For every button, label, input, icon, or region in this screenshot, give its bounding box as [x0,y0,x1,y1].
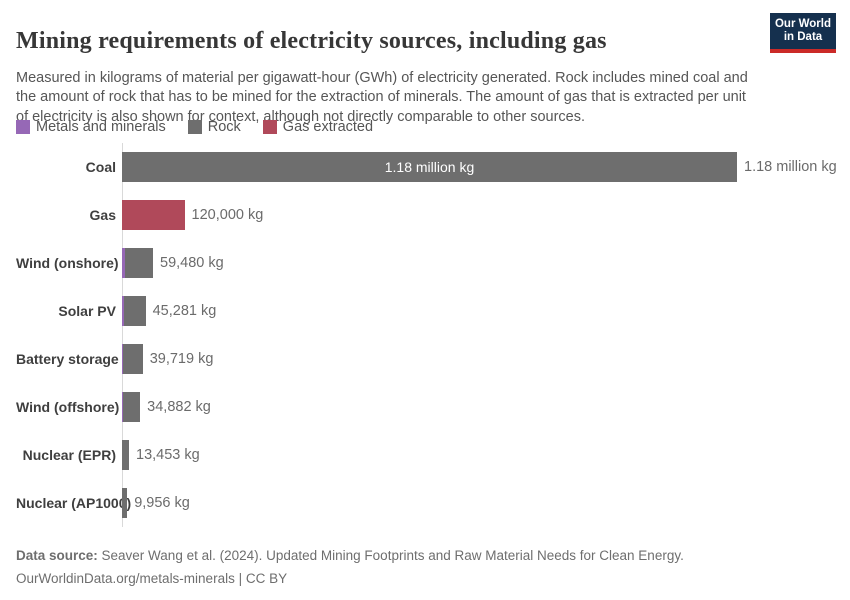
bar-zone: 39,719 kg [122,335,836,383]
chart-title: Mining requirements of electricity sourc… [16,28,607,55]
bar-value-label: 1.18 million kg [744,159,837,175]
segment-rock[interactable] [122,152,737,182]
category-label: Gas [89,207,116,223]
owid-logo-text: Our World in Data [770,13,836,49]
license-line: OurWorldinData.org/metals-minerals | CC … [16,570,288,586]
rock-swatch-icon [187,120,202,134]
owid-logo-stripe [770,49,836,53]
legend-label: Gas extracted [282,119,374,135]
bar-value-label: 13,453 kg [136,447,200,463]
chart-row-solar-pv: Solar PV 45,281 kg [16,287,836,335]
chart-row-battery-storage: Battery storage 39,719 kg [16,335,836,383]
category-label: Wind (onshore) [16,255,119,271]
bar-value-label: 120,000 kg [191,207,264,223]
gas-swatch-icon [262,120,277,134]
data-source-line: Data source: Seaver Wang et al. (2024). … [16,545,684,568]
bar-zone: 1.18 million kg 1.18 million kg [122,143,837,191]
owid-logo[interactable]: Our World in Data [770,13,836,53]
bar-value-label: 39,719 kg [149,351,214,367]
bar-wind-onshore[interactable] [122,248,153,278]
segment-rock[interactable] [123,296,146,326]
chart-subtitle: Measured in kilograms of material per gi… [16,69,748,125]
category-label: Nuclear (EPR) [22,447,116,463]
legend-item-metals[interactable]: Metals and minerals [16,119,166,135]
segment-rock[interactable] [122,488,128,518]
chart-row-nuclear-epr: Nuclear (EPR) 13,453 kg [16,431,836,479]
bar-coal[interactable]: 1.18 million kg [122,152,737,182]
chart-row-wind-offshore: Wind (offshore) 34,882 kg [16,383,836,431]
category-label: Solar PV [58,303,116,319]
chart-rows: Coal 1.18 million kg 1.18 million kg Gas 120… [16,143,837,527]
bar-value-label: 45,281 kg [152,303,217,319]
legend-label: Rock [207,119,241,135]
metals-swatch-icon [16,120,30,134]
legend-item-rock[interactable]: Rock [187,119,241,135]
data-source-label: Data source: [16,548,98,563]
legend-label: Metals and minerals [36,119,166,135]
segment-metals-and-minerals[interactable] [122,296,124,326]
bar-zone: 9,956 kg [122,479,836,527]
segment-gas-extracted[interactable] [122,200,185,230]
bar-battery-storage[interactable] [122,344,143,374]
segment-rock[interactable] [122,440,129,470]
segment-metals-and-minerals[interactable] [122,392,123,422]
segment-metals-and-minerals[interactable] [122,248,125,278]
bar-value-label: 34,882 kg [147,399,211,415]
segment-rock[interactable] [125,248,153,278]
bar-zone: 59,480 kg [122,239,836,287]
legend: Metals and minerals Rock Gas extracted [16,119,373,135]
chart-row-wind-onshore: Wind (onshore) 59,480 kg [16,239,836,287]
bar-nuclear-ap1000[interactable] [122,488,128,518]
legend-item-gas[interactable]: Gas extracted [262,119,374,135]
data-source-text: Seaver Wang et al. (2024). Updated Minin… [97,548,684,563]
segment-metals-and-minerals[interactable] [122,344,123,374]
footer: Data source: Seaver Wang et al. (2024). … [16,545,684,590]
chart-row-gas: Gas 120,000 kg [16,191,836,239]
segment-rock[interactable] [123,392,141,422]
chart-row-nuclear-ap1000: Nuclear (AP1000) 9,956 kg [16,479,836,527]
segment-rock[interactable] [123,344,143,374]
bar-chart: Coal 1.18 million kg 1.18 million kg Gas 120… [16,143,837,527]
bar-solar-pv[interactable] [122,296,146,326]
bar-zone: 45,281 kg [122,287,836,335]
bar-zone: 13,453 kg [122,431,836,479]
category-label: Nuclear (AP1000) [16,495,132,511]
bar-value-label: 59,480 kg [160,255,224,271]
bar-zone: 34,882 kg [122,383,836,431]
bar-zone: 120,000 kg [122,191,836,239]
y-axis-line [122,143,123,527]
chart-row-coal: Coal 1.18 million kg 1.18 million kg [16,143,837,191]
bar-gas[interactable] [122,200,185,230]
bar-wind-offshore[interactable] [122,392,141,422]
category-label: Wind (offshore) [16,399,120,415]
category-label: Battery storage [16,351,119,367]
bar-nuclear-epr[interactable] [122,440,129,470]
bar-value-label: 9,956 kg [134,495,190,511]
category-label: Coal [85,159,116,175]
